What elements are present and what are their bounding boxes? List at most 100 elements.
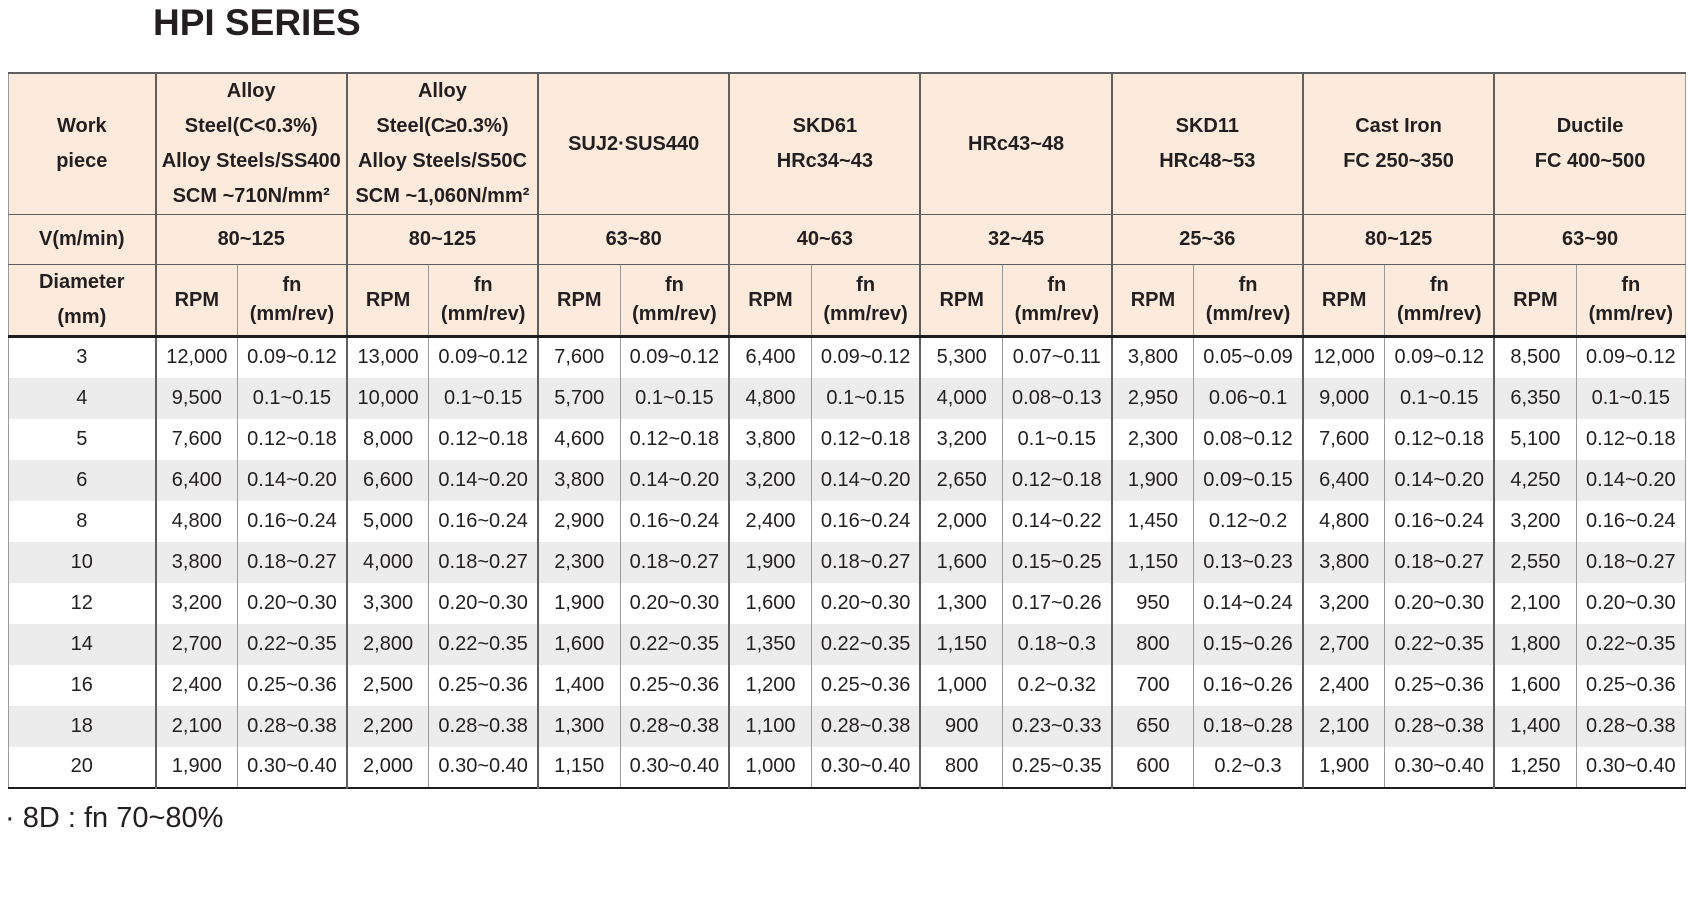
rpm-value: 2,400 <box>728 500 812 542</box>
fn-value: 0.12~0.18 <box>1575 418 1686 460</box>
fn-value: 0.20~0.30 <box>810 582 921 624</box>
rpm-value: 1,200 <box>728 664 812 706</box>
rpm-value: 1,150 <box>537 746 620 788</box>
rpm-value: 4,800 <box>1301 500 1385 542</box>
fn-value: 0.09~0.12 <box>428 336 539 378</box>
rpm-value: 1,300 <box>537 705 620 747</box>
data-row-diameter-5: 5 7,600 0.12~0.18 8,000 0.12~0.18 4,600 0.12~0… <box>9 418 1686 460</box>
table-body: 3 12,000 0.09~0.12 13,000 0.09~0.12 7,600 0.09… <box>8 336 1686 788</box>
fn-value: 0.12~0.18 <box>619 418 730 460</box>
rpm-value: 4,800 <box>728 377 812 419</box>
fn-header-3: fn (mm/rev) <box>810 264 921 338</box>
rpm-value: 1,600 <box>1493 664 1577 706</box>
material-header-0: Alloy Steel(C<0.3%) Alloy Steels/SS400 SCM… <box>154 73 347 215</box>
diameter-cell: 18 <box>70 714 93 737</box>
rpm-value: 6,400 <box>1301 459 1385 501</box>
fn-value: 0.1~0.15 <box>428 377 539 419</box>
fn-value: 0.22~0.35 <box>237 623 347 665</box>
fn-header-7: fn (mm/rev) <box>1575 264 1686 338</box>
rpm-value: 2,300 <box>1110 418 1194 460</box>
fn-value: 0.1~0.15 <box>1575 377 1686 419</box>
rpm-value: 2,100 <box>1493 582 1577 624</box>
rpm-value: 6,400 <box>154 459 238 501</box>
rpm-value: 4,800 <box>154 500 238 542</box>
fn-value: 0.30~0.40 <box>1384 746 1495 788</box>
fn-value: 0.14~0.20 <box>810 459 921 501</box>
rpm-value: 2,200 <box>345 705 429 747</box>
fn-value: 0.13~0.23 <box>1193 541 1303 583</box>
rpm-value: 700 <box>1110 664 1194 706</box>
rpm-value: 2,100 <box>154 705 238 747</box>
rpm-value: 13,000 <box>345 336 429 378</box>
rpm-value: 2,700 <box>154 623 238 665</box>
rpm-value: 1,000 <box>919 664 1003 706</box>
fn-value: 0.2~0.3 <box>1193 746 1303 788</box>
rpm-value: 4,250 <box>1493 459 1577 501</box>
fn-value: 0.18~0.27 <box>810 541 921 583</box>
rpm-value: 2,300 <box>537 541 620 583</box>
rpm-value: 8,000 <box>345 418 429 460</box>
rpm-value: 7,600 <box>1301 418 1385 460</box>
data-row-diameter-3: 3 12,000 0.09~0.12 13,000 0.09~0.12 7,600 0.09… <box>9 336 1686 378</box>
diameter-cell: 5 <box>76 427 88 450</box>
rpm-value: 12,000 <box>154 336 238 378</box>
rpm-value: 3,800 <box>728 418 812 460</box>
fn-value: 0.22~0.35 <box>810 623 921 665</box>
fn-value: 0.30~0.40 <box>810 746 921 788</box>
fn-value: 0.1~0.15 <box>1001 418 1112 460</box>
fn-value: 0.20~0.30 <box>619 582 730 624</box>
fn-value: 0.15~0.25 <box>1001 541 1112 583</box>
fn-value: 0.08~0.13 <box>1001 377 1112 419</box>
rpm-value: 2,500 <box>345 664 429 706</box>
rpm-value: 2,800 <box>345 623 429 665</box>
fn-header-0: fn (mm/rev) <box>237 264 347 338</box>
rpm-value: 3,800 <box>1301 541 1385 583</box>
rpm-value: 1,300 <box>919 582 1003 624</box>
fn-value: 0.07~0.11 <box>1001 336 1112 378</box>
fn-header-4: fn (mm/rev) <box>1001 264 1112 338</box>
fn-value: 0.22~0.35 <box>428 623 539 665</box>
fn-value: 0.25~0.36 <box>1384 664 1495 706</box>
rpm-value: 6,600 <box>345 459 429 501</box>
material-header-4: HRc43~48 <box>919 73 1112 215</box>
rpm-value: 9,000 <box>1301 377 1385 419</box>
fn-value: 0.28~0.38 <box>810 705 921 747</box>
fn-value: 0.16~0.24 <box>237 500 347 542</box>
rpm-header-1: RPM <box>345 264 429 338</box>
rpm-value: 6,400 <box>728 336 812 378</box>
rpm-value: 2,550 <box>1493 541 1577 583</box>
fn-value: 0.20~0.30 <box>428 582 539 624</box>
data-row-diameter-20: 20 1,900 0.30~0.40 2,000 0.30~0.40 1,150 0.30~… <box>9 746 1686 788</box>
fn-value: 0.09~0.12 <box>1575 336 1686 378</box>
fn-value: 0.12~0.18 <box>1001 459 1112 501</box>
fn-value: 0.05~0.09 <box>1193 336 1303 378</box>
fn-header-1: fn (mm/rev) <box>428 264 539 338</box>
v-range-2: 63~80 <box>537 214 730 265</box>
rpm-value: 3,300 <box>345 582 429 624</box>
rpm-value: 1,400 <box>537 664 620 706</box>
fn-value: 0.20~0.30 <box>237 582 347 624</box>
v-range-3: 40~63 <box>728 214 921 265</box>
diameter-cell: 20 <box>70 755 93 777</box>
rpm-value: 3,200 <box>728 459 812 501</box>
rpm-value: 9,500 <box>154 377 238 419</box>
v-label-cell: V(m/min) <box>8 214 156 265</box>
fn-value: 0.14~0.20 <box>428 459 539 501</box>
fn-value: 0.28~0.38 <box>619 705 730 747</box>
fn-value: 0.14~0.24 <box>1193 582 1303 624</box>
rpm-value: 1,150 <box>1110 541 1194 583</box>
rpm-value: 2,100 <box>1301 705 1385 747</box>
rpm-value: 10,000 <box>345 377 429 419</box>
rpm-value: 7,600 <box>537 336 620 378</box>
data-row-diameter-6: 6 6,400 0.14~0.20 6,600 0.14~0.20 3,800 0.14~0… <box>8 459 1686 501</box>
material-header-3: SKD61 HRc34~43 <box>728 73 921 215</box>
column-header-row: Diameter (mm) RPM fn (mm/rev) RPM fn (mm/rev) RP… <box>8 264 1686 338</box>
rpm-header-3: RPM <box>728 264 812 338</box>
fn-value: 0.14~0.20 <box>1575 459 1686 501</box>
rpm-value: 2,700 <box>1301 623 1385 665</box>
fn-value: 0.30~0.40 <box>619 746 730 788</box>
fn-value: 0.12~0.18 <box>237 418 347 460</box>
rpm-value: 4,000 <box>919 377 1003 419</box>
rpm-value: 1,900 <box>728 541 812 583</box>
fn-value: 0.25~0.36 <box>237 664 347 706</box>
